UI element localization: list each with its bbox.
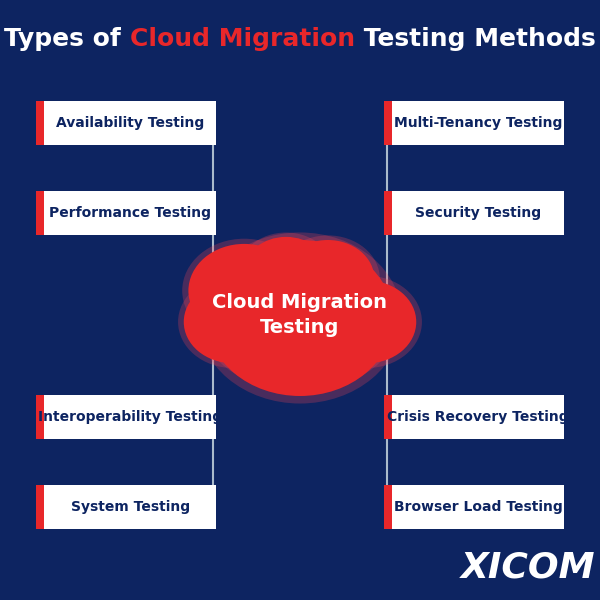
Ellipse shape xyxy=(281,240,374,318)
FancyBboxPatch shape xyxy=(384,101,564,145)
Text: System Testing: System Testing xyxy=(71,500,190,514)
Text: Performance Testing: Performance Testing xyxy=(49,206,211,220)
Ellipse shape xyxy=(182,239,306,343)
Text: Cloud Migration
Testing: Cloud Migration Testing xyxy=(212,293,388,337)
Text: Types of: Types of xyxy=(4,27,130,51)
Text: Browser Load Testing: Browser Load Testing xyxy=(394,500,563,514)
Ellipse shape xyxy=(218,314,307,377)
FancyBboxPatch shape xyxy=(384,191,392,235)
FancyBboxPatch shape xyxy=(384,485,564,529)
Ellipse shape xyxy=(188,244,300,337)
Ellipse shape xyxy=(276,235,380,323)
Ellipse shape xyxy=(243,237,329,308)
FancyBboxPatch shape xyxy=(36,485,44,529)
FancyBboxPatch shape xyxy=(36,191,44,235)
Text: Testing Methods: Testing Methods xyxy=(355,27,596,51)
Ellipse shape xyxy=(214,275,386,385)
FancyBboxPatch shape xyxy=(384,485,392,529)
FancyBboxPatch shape xyxy=(36,191,216,235)
Ellipse shape xyxy=(293,314,382,377)
Text: Availability Testing: Availability Testing xyxy=(56,116,205,130)
Ellipse shape xyxy=(238,233,334,313)
FancyBboxPatch shape xyxy=(36,101,44,145)
Ellipse shape xyxy=(312,276,422,368)
Text: Crisis Recovery Testing: Crisis Recovery Testing xyxy=(388,410,569,424)
Ellipse shape xyxy=(184,281,283,363)
Ellipse shape xyxy=(178,276,288,368)
Ellipse shape xyxy=(205,269,395,390)
Text: Multi-Tenancy Testing: Multi-Tenancy Testing xyxy=(394,116,562,130)
Ellipse shape xyxy=(235,328,365,383)
Text: Security Testing: Security Testing xyxy=(415,206,541,220)
FancyBboxPatch shape xyxy=(384,395,392,439)
FancyBboxPatch shape xyxy=(36,101,216,145)
Ellipse shape xyxy=(207,240,393,396)
Text: Interoperability Testing: Interoperability Testing xyxy=(38,410,222,424)
FancyBboxPatch shape xyxy=(36,485,216,529)
FancyBboxPatch shape xyxy=(384,191,564,235)
Ellipse shape xyxy=(317,281,416,363)
Text: XICOM: XICOM xyxy=(461,550,595,584)
Text: Cloud Migration: Cloud Migration xyxy=(130,27,355,51)
FancyBboxPatch shape xyxy=(36,395,216,439)
FancyBboxPatch shape xyxy=(384,101,392,145)
FancyBboxPatch shape xyxy=(384,395,564,439)
FancyBboxPatch shape xyxy=(36,395,44,439)
Ellipse shape xyxy=(198,232,402,404)
